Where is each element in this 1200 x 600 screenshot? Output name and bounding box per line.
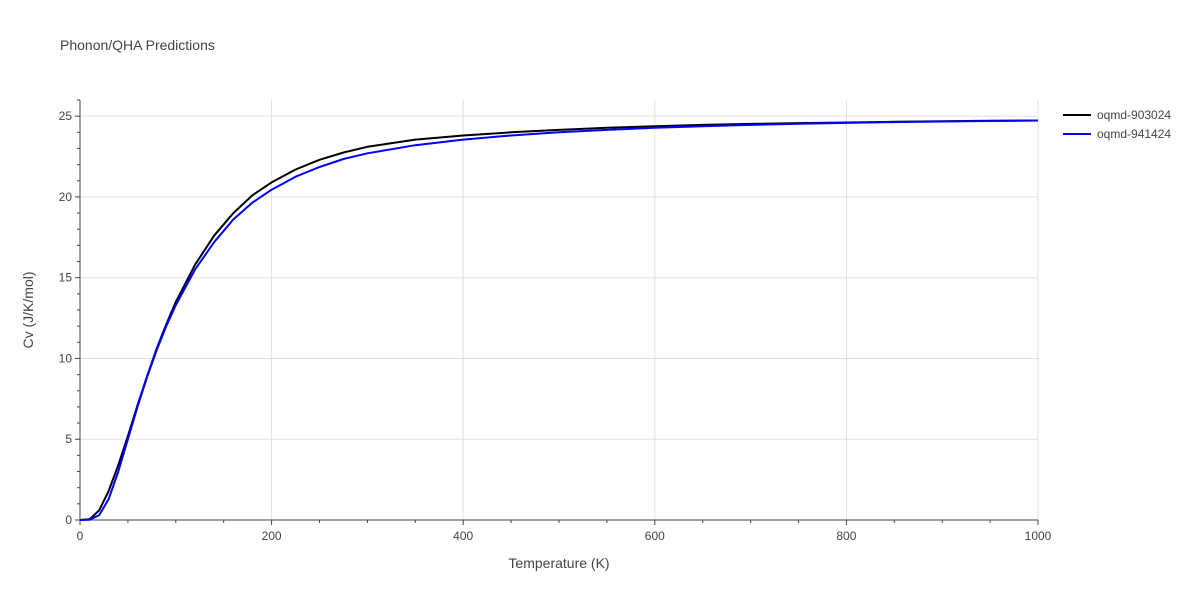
legend[interactable]: oqmd-903024 oqmd-941424 (1063, 108, 1171, 141)
x-tick-label: 0 (77, 529, 84, 543)
legend-label: oqmd-903024 (1097, 108, 1171, 122)
legend-label: oqmd-941424 (1097, 127, 1171, 141)
y-ticks: 0 5 10 15 20 25 (59, 99, 80, 527)
series-lines (79, 119, 1039, 521)
y-tick-label: 0 (65, 513, 72, 527)
x-tick-label: 600 (645, 529, 665, 543)
legend-item[interactable]: oqmd-941424 (1063, 127, 1171, 141)
x-tick-label: 200 (262, 529, 282, 543)
y-axis-title: Cv (J/K/mol) (20, 272, 36, 349)
y-tick-label: 25 (59, 109, 73, 123)
x-axis-title: Temperature (K) (508, 555, 609, 571)
x-tick-label: 1000 (1025, 529, 1052, 543)
x-tick-label: 800 (836, 529, 856, 543)
x-tick-label: 400 (453, 529, 473, 543)
y-tick-label: 5 (65, 432, 72, 446)
chart-title: Phonon/QHA Predictions (60, 37, 215, 53)
y-tick-label: 20 (59, 190, 73, 204)
y-tick-label: 15 (59, 271, 73, 285)
legend-item[interactable]: oqmd-903024 (1063, 108, 1171, 122)
x-ticks: 0 200 400 600 800 1000 (77, 520, 1052, 543)
gridlines (80, 100, 1039, 520)
y-tick-label: 10 (59, 351, 73, 365)
series-line-oqmd-941424 (79, 119, 1039, 521)
